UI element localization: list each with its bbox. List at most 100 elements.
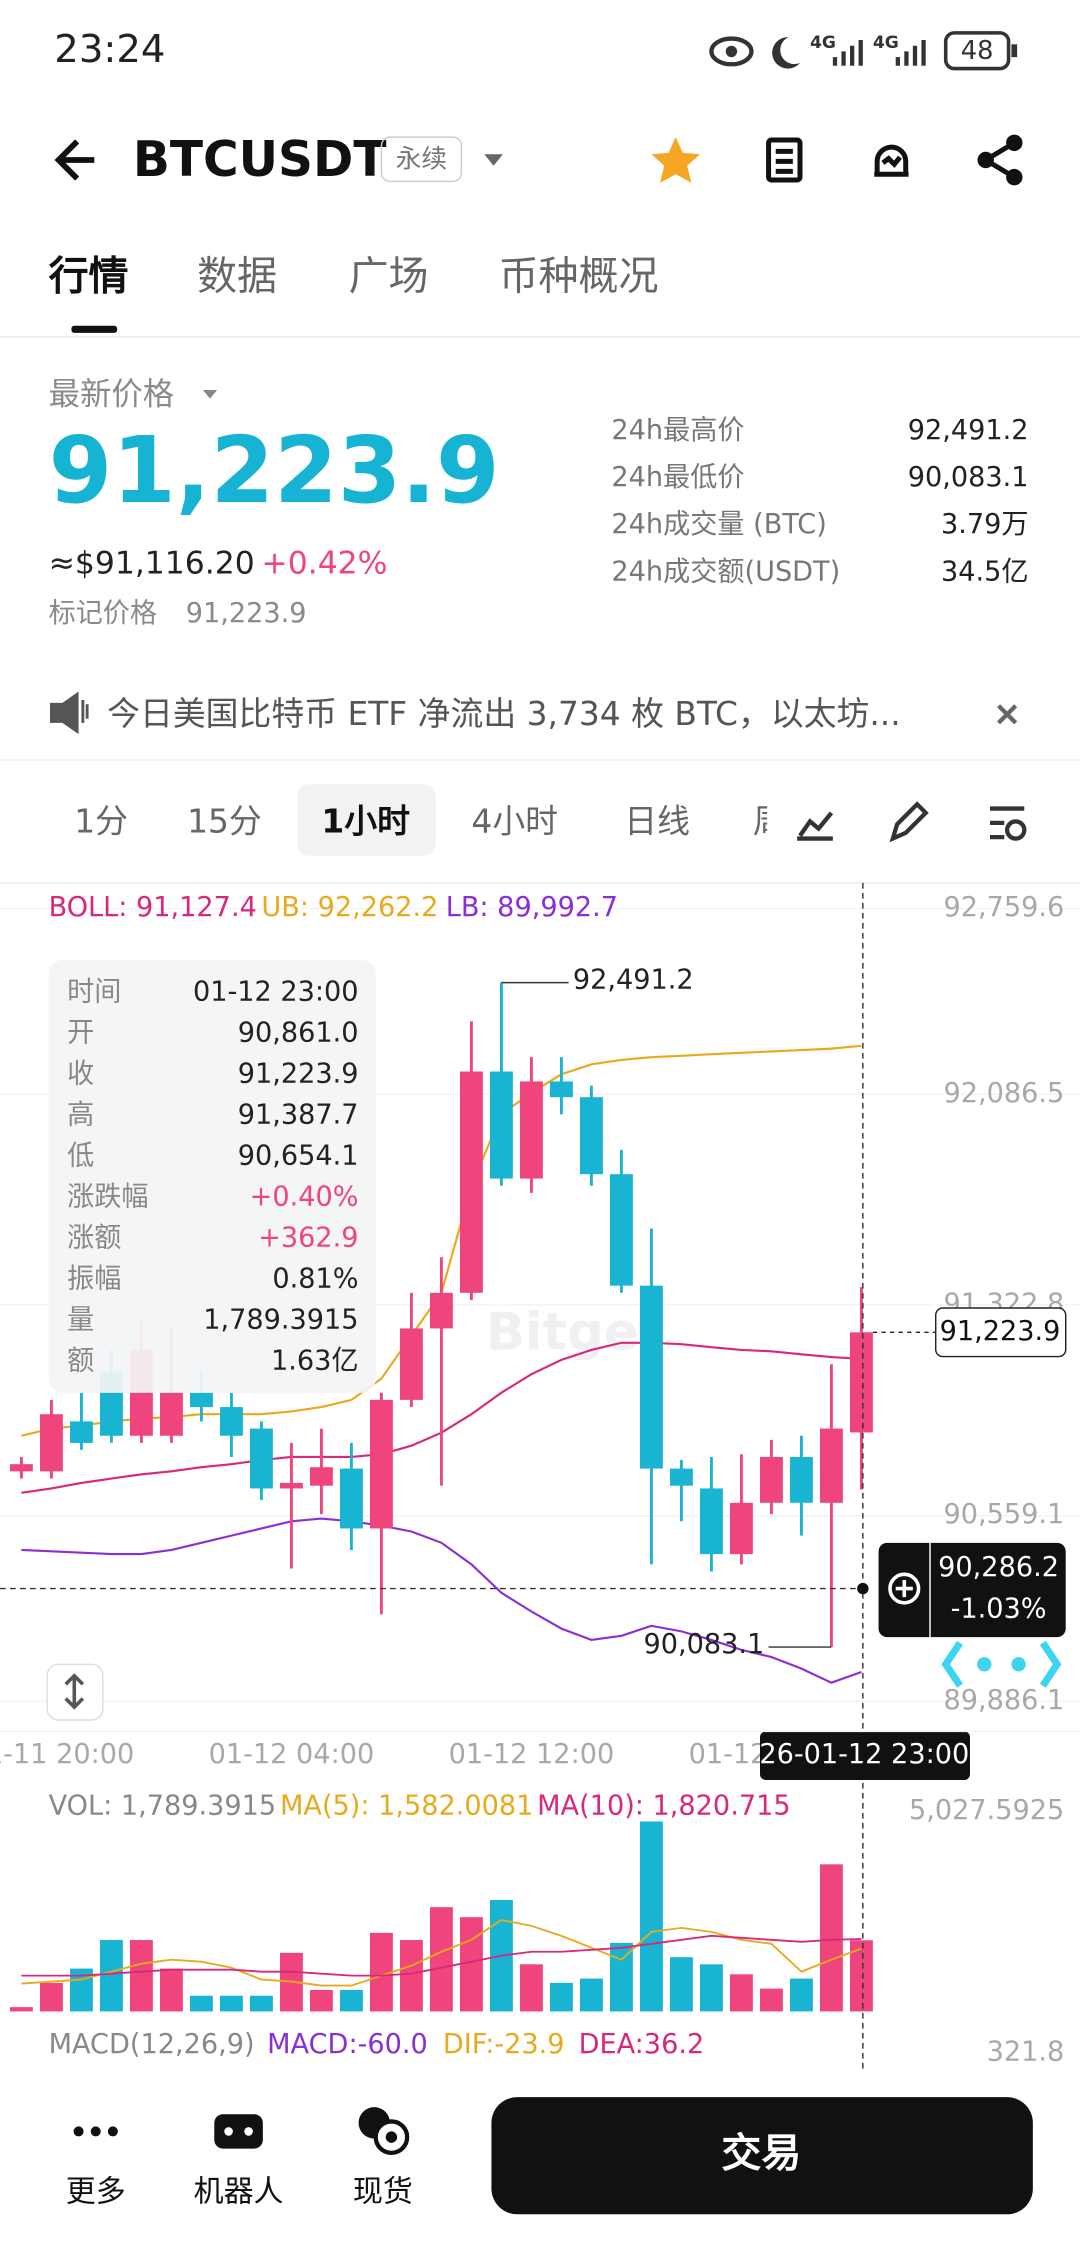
interval[interactable]: 日线 xyxy=(624,802,690,840)
legend: MACD(12,26,9) xyxy=(49,2029,255,2060)
chart-tools[interactable] xyxy=(797,801,1027,843)
candle-body xyxy=(730,1502,753,1555)
tooltip-value: 1,789.3915 xyxy=(203,1304,358,1335)
trade-button[interactable] xyxy=(491,2097,1033,2215)
stat-value: 3.79万 xyxy=(941,509,1029,540)
candle-body xyxy=(70,1421,93,1443)
back-button[interactable] xyxy=(54,139,95,181)
candle-body xyxy=(490,1071,513,1179)
assistant-eye xyxy=(977,1657,992,1672)
volume-bar xyxy=(550,1982,573,2012)
status-icons: 4G 4G 48 xyxy=(709,31,1018,71)
assistant-icon[interactable] xyxy=(941,1640,1062,1688)
tab[interactable]: 币种概况 xyxy=(499,254,659,300)
price-label: 最新价格 xyxy=(49,377,175,413)
volume-bar xyxy=(670,1957,693,2012)
candle-body xyxy=(790,1456,813,1503)
y-tick-label: 5,027.5925 xyxy=(909,1795,1064,1826)
tooltip-label: 涨跌幅 xyxy=(67,1181,148,1212)
header-icons[interactable] xyxy=(766,134,1023,186)
tooltip-label: 时间 xyxy=(67,976,121,1007)
tooltip-label: 开 xyxy=(67,1017,94,1048)
crosshair-price-box xyxy=(878,1542,1066,1638)
legend: MA(5): 1,582.0081 xyxy=(280,1791,533,1822)
candle-body xyxy=(520,1081,543,1179)
tab[interactable]: 数据 xyxy=(197,254,277,300)
volume-bar xyxy=(520,1964,543,2012)
symbol: BTCUSDT xyxy=(133,132,387,188)
volume-bar xyxy=(400,1940,423,2012)
volume-bar xyxy=(850,1940,873,2012)
close-announcement[interactable] xyxy=(997,704,1018,725)
status-time: 23:24 xyxy=(54,27,165,72)
candle-body xyxy=(610,1174,633,1286)
interval[interactable]: 4小时 xyxy=(471,802,558,840)
boll-line xyxy=(21,1517,862,1684)
candle-body xyxy=(310,1467,333,1486)
crosshair-time-box xyxy=(760,1731,970,1780)
last-price: 91,223.9 xyxy=(49,417,500,524)
candle-body xyxy=(40,1414,63,1472)
tooltip-value: 01-12 23:00 xyxy=(193,976,359,1007)
crosshair-add-plus xyxy=(895,1579,913,1598)
volume-bar xyxy=(370,1932,393,2012)
candle-body xyxy=(370,1399,393,1529)
ma-line xyxy=(21,1918,862,1987)
badge: 永续 xyxy=(396,144,447,174)
volume-bar xyxy=(700,1964,723,2012)
tab[interactable]: 行情 xyxy=(49,254,129,300)
tooltip-label: 额 xyxy=(67,1345,94,1376)
price-dropdown[interactable] xyxy=(202,390,218,399)
legend: DIF:-23.9 xyxy=(443,2029,565,2060)
legend: MA(10): 1,820.715 xyxy=(537,1791,790,1822)
interval[interactable]: 1小时 xyxy=(321,802,410,840)
volume-bar xyxy=(640,1821,663,2012)
nav-icons[interactable] xyxy=(73,2107,410,2155)
nav-label[interactable]: 更多 xyxy=(66,2174,126,2209)
volume-bar xyxy=(580,1978,603,2012)
x-tick-label: 01-12 12:00 xyxy=(449,1739,615,1770)
announcement[interactable]: 今日美国比特币 ETF 净流出 3,734 枚 BTC，以太坊... xyxy=(107,695,901,733)
mark-label: 标记价格 xyxy=(49,598,158,629)
volume-bar xyxy=(340,1989,363,2012)
volume-bar xyxy=(220,1995,243,2012)
tooltip-value: 0.81% xyxy=(272,1263,358,1294)
max-label: 92,491.2 xyxy=(573,965,694,996)
interval[interactable]: 周线 xyxy=(753,802,819,840)
candle-body xyxy=(670,1468,693,1486)
crosshair-time: 26-01-12 23:00 xyxy=(759,1739,969,1770)
interval-selected xyxy=(297,784,436,856)
tooltip-label: 收 xyxy=(67,1058,94,1089)
badge-box xyxy=(380,136,463,183)
interval[interactable]: 1分 xyxy=(74,802,128,840)
nav-label[interactable]: 机器人 xyxy=(194,2174,284,2209)
favorite[interactable] xyxy=(651,137,700,183)
volume-bar xyxy=(160,1968,183,2012)
legend: BOLL: 91,127.4 xyxy=(49,892,257,923)
candle-body xyxy=(640,1285,663,1469)
tab[interactable]: 广场 xyxy=(349,254,429,300)
tooltip-label: 低 xyxy=(67,1140,94,1171)
last-price-box xyxy=(934,1307,1067,1358)
crosshair-add[interactable] xyxy=(888,1572,921,1605)
y-tick-label: 92,759.6 xyxy=(943,892,1064,923)
mark-price: 91,223.9 xyxy=(186,598,307,629)
nav-label[interactable]: 现货 xyxy=(353,2174,413,2209)
candle-body xyxy=(700,1488,723,1555)
volume-bar xyxy=(250,1995,273,2012)
interval[interactable]: 15分 xyxy=(187,802,262,840)
tooltip-box xyxy=(48,960,376,1393)
tooltip-value: 1.63亿 xyxy=(271,1345,359,1376)
candle-body xyxy=(850,1332,873,1433)
x-tick-label: 01-11 20:00 xyxy=(0,1739,134,1770)
volume-bar xyxy=(310,1989,333,2012)
y-tick-label: 90,559.1 xyxy=(943,1499,1064,1530)
crosshair-change: -1.03% xyxy=(951,1593,1047,1624)
assistant-eye xyxy=(1011,1657,1026,1672)
candle-body xyxy=(340,1468,363,1529)
legend: UB: 92,262.2 xyxy=(261,892,438,923)
legend: VOL: 1,789.3915 xyxy=(49,1791,277,1822)
legend: DEA:36.2 xyxy=(579,2029,705,2060)
dropdown[interactable] xyxy=(484,154,503,166)
